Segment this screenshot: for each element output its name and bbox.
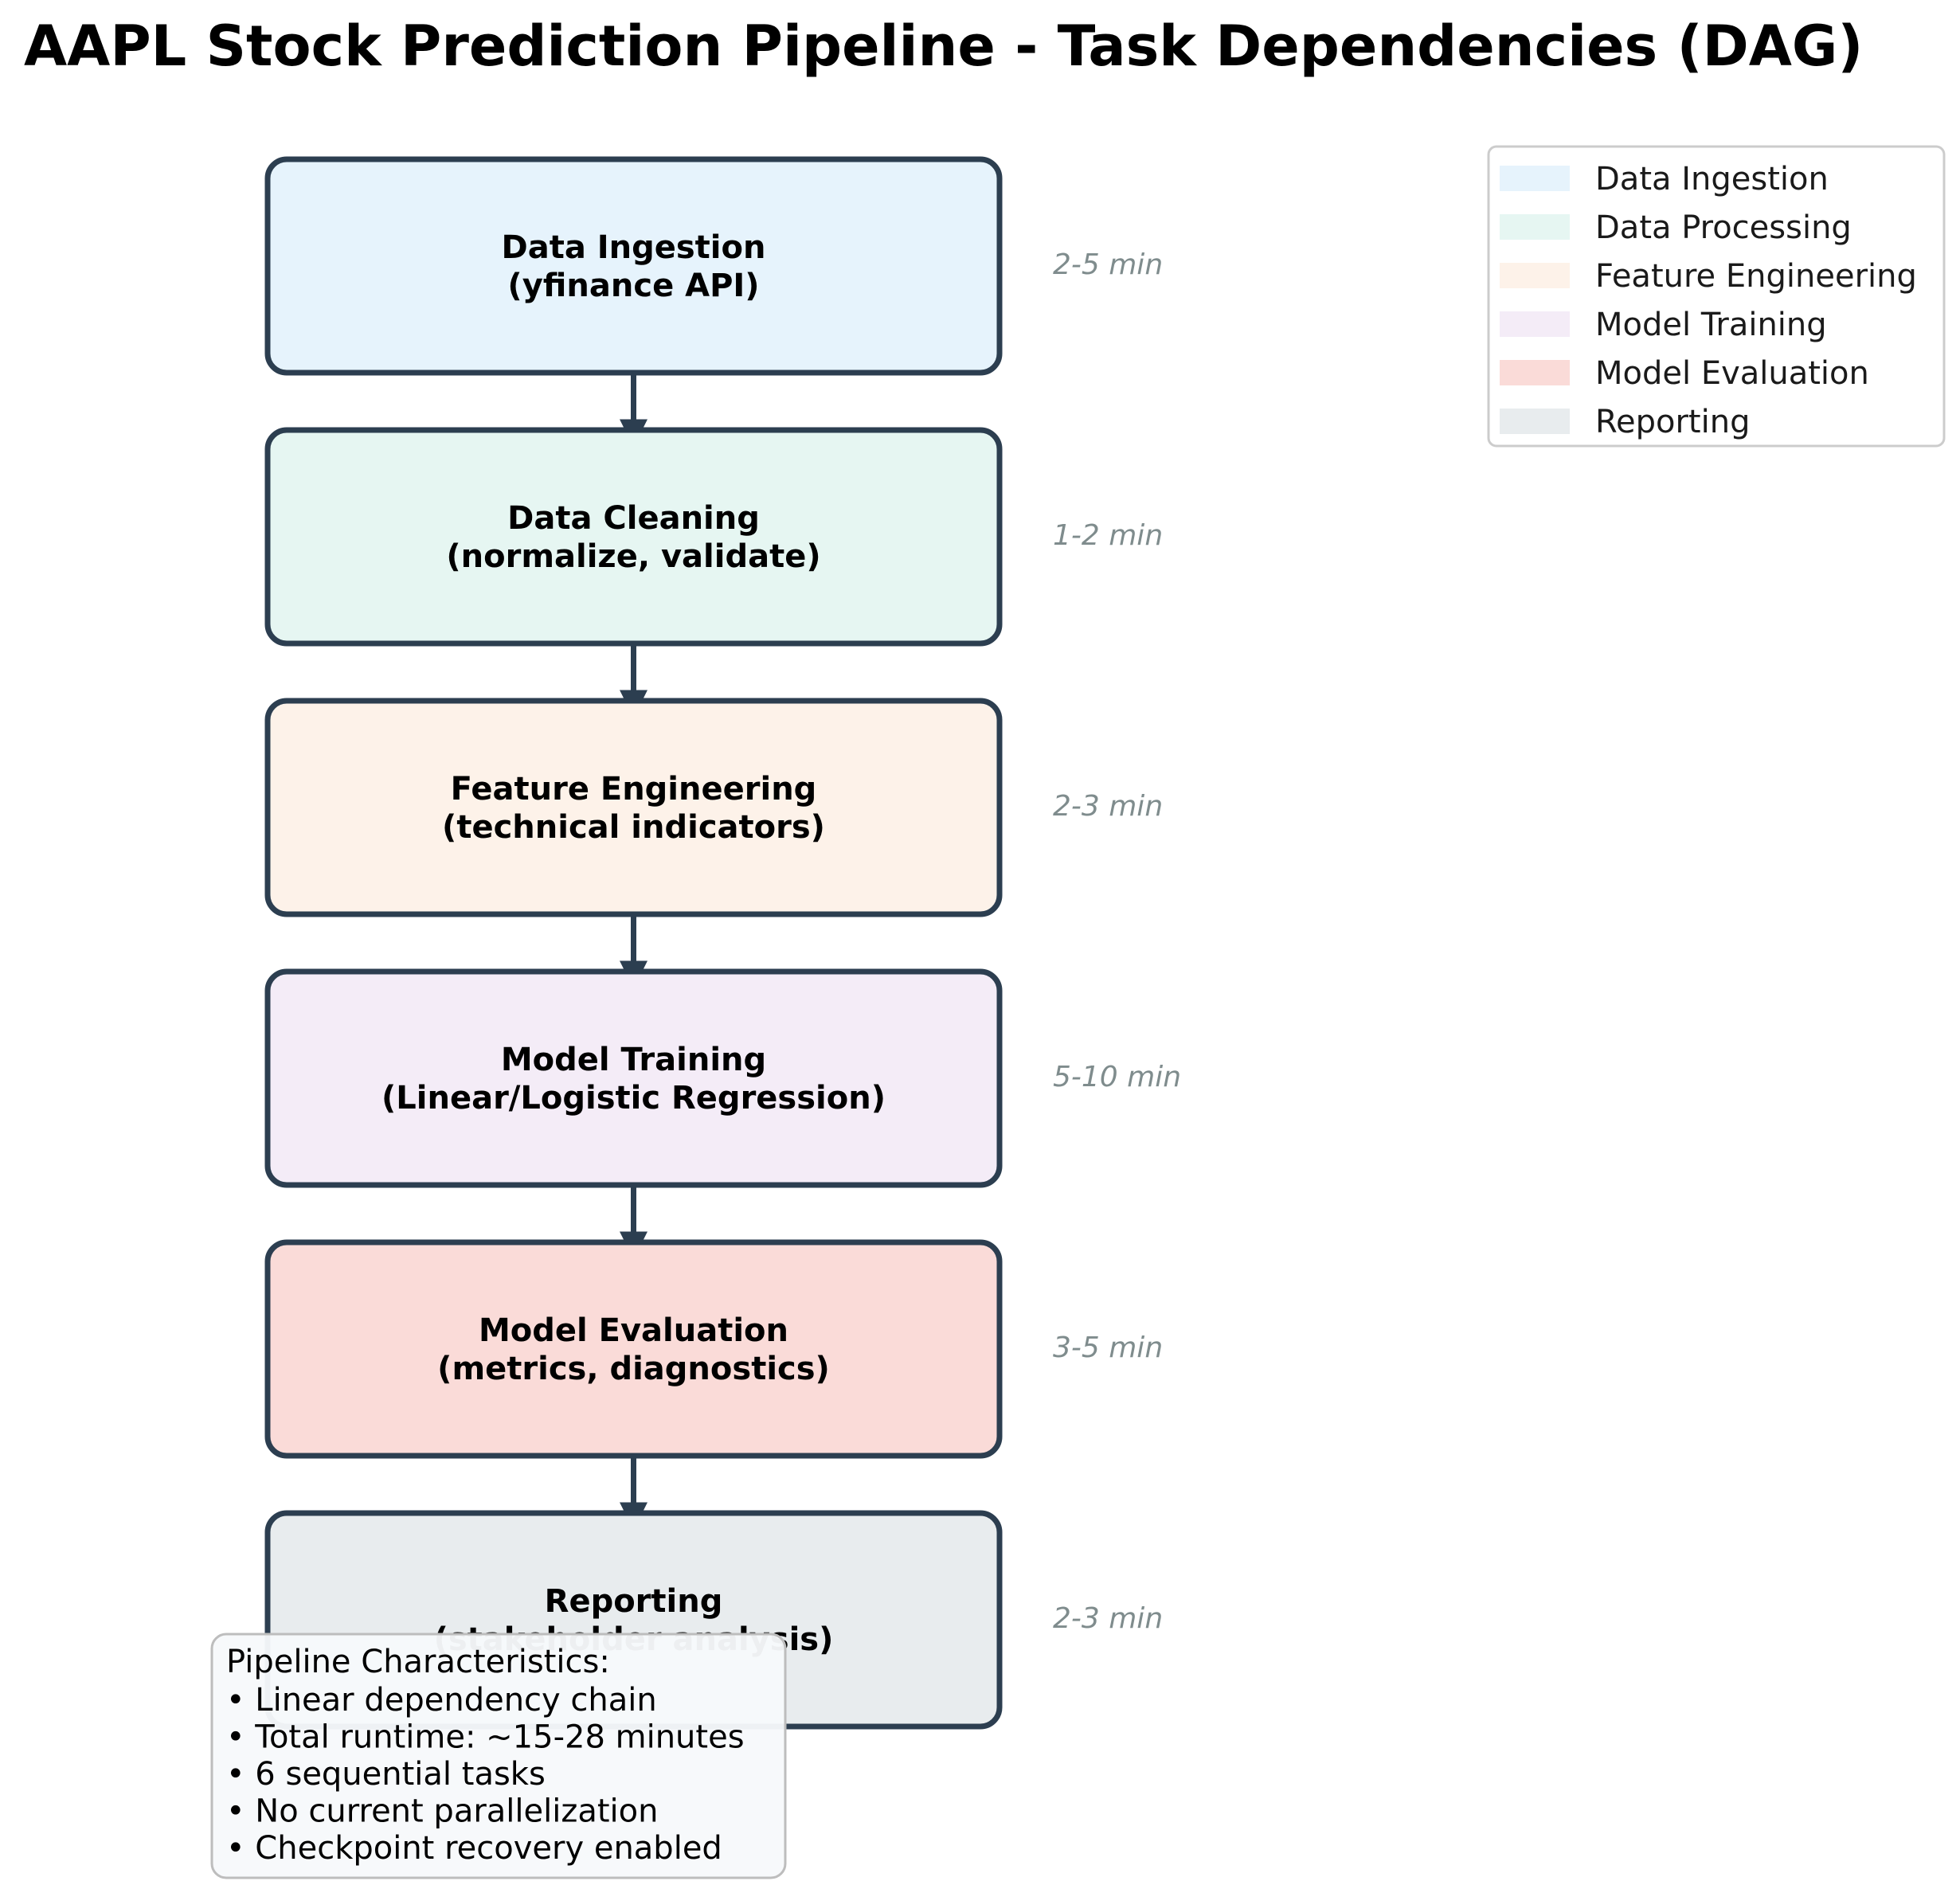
node-data-ingestion: Data Ingestion(yfinance API): [264, 156, 1003, 376]
legend-label: Data Ingestion: [1595, 161, 1829, 197]
notes-line: • No current parallelization: [226, 1793, 658, 1830]
node-title: Model Training: [501, 1042, 766, 1078]
node-title: Feature Engineering: [451, 771, 817, 808]
legend-label: Reporting: [1595, 404, 1750, 440]
node-box: [264, 427, 1003, 647]
node-title: Reporting: [545, 1583, 723, 1620]
duration-model-training: 5-10 min: [1053, 1061, 1181, 1093]
nodes-layer: Data Ingestion(yfinance API) Data Cleanin…: [264, 156, 1003, 1730]
legend-label: Feature Engineering: [1595, 258, 1917, 295]
legend-swatch: [1500, 166, 1570, 191]
legend-item: Reporting: [1500, 404, 1750, 440]
legend-label: Model Training: [1595, 307, 1827, 343]
diagram-title: AAPL Stock Prediction Pipeline - Task De…: [24, 14, 1863, 79]
legend-swatch: [1500, 263, 1570, 288]
notes-line: • Total runtime: ~15-28 minutes: [226, 1719, 745, 1756]
node-detail: (metrics, diagnostics): [437, 1351, 830, 1387]
node-box: [264, 1239, 1003, 1459]
node-box: [264, 156, 1003, 376]
legend-item: Data Ingestion: [1500, 161, 1829, 197]
legend-item: Feature Engineering: [1500, 258, 1917, 295]
legend-swatch: [1500, 409, 1570, 434]
duration-reporting: 2-3 min: [1053, 1602, 1163, 1635]
node-detail: (technical indicators): [442, 809, 825, 846]
duration-feature-engineering: 2-3 min: [1053, 790, 1163, 823]
notes-frame: [210, 1633, 787, 1879]
node-detail: (normalize, validate): [446, 538, 820, 575]
legend-frame: [1487, 145, 1946, 448]
node-detail: (yfinance API): [507, 268, 759, 304]
legend-item: Model Evaluation: [1500, 355, 1869, 392]
durations-layer: 2-5 min 1-2 min 2-3 min 5-10 min 3-5 min 2-3 …: [1053, 248, 1181, 1635]
legend-swatch: [1500, 214, 1570, 240]
legend-label: Data Processing: [1595, 209, 1852, 246]
node-box: [264, 968, 1003, 1188]
duration-model-evaluation: 3-5 min: [1053, 1332, 1163, 1364]
node-detail: (Linear/Logistic Regression): [381, 1080, 886, 1116]
legend-swatch: [1500, 360, 1570, 385]
node-data-cleaning: Data Cleaning(normalize, validate): [264, 427, 1003, 647]
duration-data-ingestion: 2-5 min: [1053, 248, 1163, 281]
duration-data-cleaning: 1-2 min: [1053, 519, 1163, 552]
legend: Data Ingestion Data Processing Feature Eng…: [1487, 145, 1946, 448]
node-title: Model Evaluation: [479, 1312, 788, 1349]
node-model-training: Model Training(Linear/Logistic Regressio…: [264, 968, 1003, 1188]
node-feature-engineering: Feature Engineering(technical indicators…: [264, 698, 1003, 917]
node-title: Data Ingestion: [502, 229, 766, 266]
notes-line: • Linear dependency chain: [226, 1682, 657, 1719]
node-title: Data Cleaning: [507, 500, 760, 537]
notes-heading: Pipeline Characteristics:: [226, 1644, 610, 1680]
node-box: [264, 698, 1003, 917]
legend-label: Model Evaluation: [1595, 355, 1869, 392]
notes-line: • 6 sequential tasks: [226, 1756, 546, 1793]
node-model-evaluation: Model Evaluation(metrics, diagnostics): [264, 1239, 1003, 1459]
legend-swatch: [1500, 311, 1570, 337]
pipeline-characteristics-box: Pipeline Characteristics:• Linear depend…: [210, 1633, 787, 1879]
legend-item: Model Training: [1500, 307, 1827, 343]
notes-line: • Checkpoint recovery enabled: [226, 1830, 722, 1867]
legend-item: Data Processing: [1500, 209, 1852, 246]
